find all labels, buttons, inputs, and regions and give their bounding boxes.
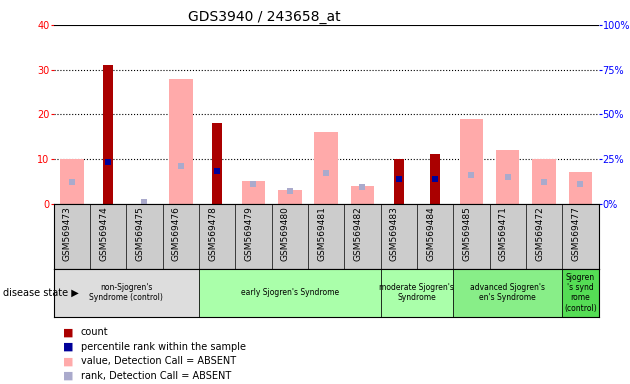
Text: count: count [81, 327, 108, 337]
Text: GDS3940 / 243658_at: GDS3940 / 243658_at [188, 10, 341, 23]
Bar [562, 269, 598, 317]
Bar [430, 154, 440, 204]
Text: GSM569476: GSM569476 [172, 206, 181, 261]
Bar [350, 186, 374, 204]
Text: GSM569480: GSM569480 [281, 206, 290, 261]
Text: GSM569477: GSM569477 [571, 206, 580, 261]
Text: GSM569484: GSM569484 [426, 206, 435, 261]
Bar [568, 172, 592, 204]
Bar [459, 119, 483, 204]
Text: ■: ■ [63, 356, 74, 366]
Bar [496, 150, 520, 204]
Text: disease state ▶: disease state ▶ [3, 288, 79, 298]
Bar [453, 269, 562, 317]
Text: GSM569472: GSM569472 [535, 206, 544, 261]
Text: GSM569485: GSM569485 [462, 206, 471, 261]
Bar [381, 269, 453, 317]
Bar [532, 159, 556, 204]
Bar [103, 65, 113, 204]
Text: non-Sjogren's
Syndrome (control): non-Sjogren's Syndrome (control) [89, 283, 163, 303]
Text: GSM569482: GSM569482 [353, 206, 362, 261]
Text: GSM569473: GSM569473 [63, 206, 72, 261]
Text: value, Detection Call = ABSENT: value, Detection Call = ABSENT [81, 356, 236, 366]
Text: GSM569478: GSM569478 [208, 206, 217, 261]
Text: Sjogren
's synd
rome
(control): Sjogren 's synd rome (control) [564, 273, 597, 313]
Bar [212, 123, 222, 204]
Bar [394, 159, 404, 204]
Text: GSM569474: GSM569474 [99, 206, 108, 261]
Text: ■: ■ [63, 327, 74, 337]
Bar [169, 78, 193, 204]
Text: early Sjogren's Syndrome: early Sjogren's Syndrome [241, 288, 339, 297]
Text: ■: ■ [63, 371, 74, 381]
Bar [60, 159, 84, 204]
Text: ■: ■ [63, 342, 74, 352]
Text: moderate Sjogren's
Syndrome: moderate Sjogren's Syndrome [379, 283, 454, 303]
Bar [278, 190, 302, 204]
Text: GSM569483: GSM569483 [390, 206, 399, 261]
Bar [241, 181, 265, 204]
Text: GSM569479: GSM569479 [244, 206, 253, 261]
Bar [54, 269, 199, 317]
Text: GSM569471: GSM569471 [499, 206, 508, 261]
Text: rank, Detection Call = ABSENT: rank, Detection Call = ABSENT [81, 371, 231, 381]
Text: percentile rank within the sample: percentile rank within the sample [81, 342, 246, 352]
Text: GSM569475: GSM569475 [135, 206, 144, 261]
Text: advanced Sjogren's
en's Syndrome: advanced Sjogren's en's Syndrome [470, 283, 545, 303]
Text: GSM569481: GSM569481 [317, 206, 326, 261]
Bar [199, 269, 381, 317]
Bar [314, 132, 338, 204]
